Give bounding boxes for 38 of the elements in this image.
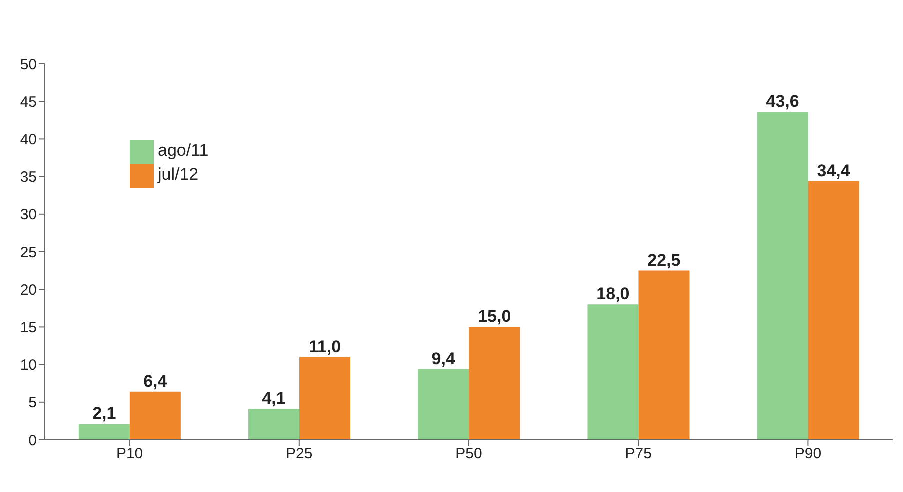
bar (418, 369, 470, 440)
bar (808, 181, 860, 440)
legend-label: jul/12 (158, 165, 199, 184)
y-tick-label: 40 (20, 132, 37, 149)
y-tick-label: 35 (20, 169, 37, 186)
x-tick-label: P50 (456, 446, 482, 463)
data-label: 6,4 (144, 372, 168, 391)
y-tick-label: 15 (20, 320, 37, 337)
bar (469, 327, 520, 440)
bar (248, 409, 300, 440)
y-tick-label: 50 (20, 56, 37, 74)
data-label: 11,0 (308, 337, 342, 356)
bar (78, 424, 130, 440)
legend-label: ago/11 (158, 141, 209, 160)
y-tick-label: 5 (28, 394, 37, 412)
data-label: 4,1 (262, 389, 286, 408)
data-label: 15,0 (478, 307, 512, 326)
y-tick-label: 10 (20, 357, 37, 374)
x-tick-label: P10 (116, 446, 144, 463)
bar (638, 270, 690, 440)
data-label: 34,4 (817, 161, 851, 180)
y-tick-label: 20 (20, 282, 37, 299)
bar (300, 357, 351, 440)
x-tick-label: P75 (625, 446, 652, 463)
y-tick-label: 30 (20, 206, 37, 224)
bar (588, 304, 639, 440)
x-tick-label: P25 (286, 446, 313, 463)
data-label: 43,6 (766, 92, 800, 112)
y-tick-label: 45 (20, 94, 37, 111)
bar (757, 112, 808, 440)
data-label: 2,1 (92, 404, 116, 424)
bar (130, 392, 181, 440)
y-tick-label: 25 (20, 244, 37, 262)
data-label: 9,4 (432, 349, 456, 368)
y-tick-label: 0 (28, 432, 37, 450)
x-tick-label: P90 (794, 446, 822, 463)
data-label: 22,5 (648, 250, 681, 270)
data-label: 18,0 (596, 284, 630, 304)
